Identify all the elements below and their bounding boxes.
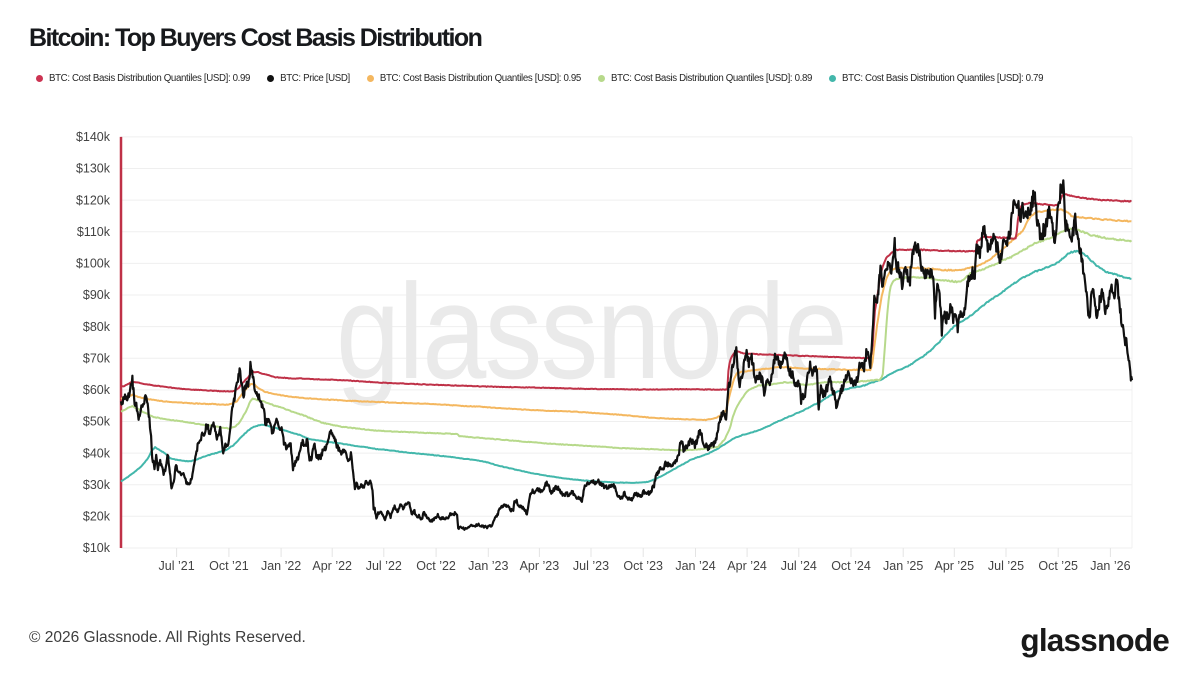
svg-text:Oct ’21: Oct ’21 bbox=[209, 559, 249, 573]
svg-text:$30k: $30k bbox=[83, 478, 111, 492]
svg-text:$60k: $60k bbox=[83, 383, 111, 397]
svg-text:$130k: $130k bbox=[76, 162, 111, 176]
svg-text:Jul ’25: Jul ’25 bbox=[988, 559, 1024, 573]
svg-text:$100k: $100k bbox=[76, 257, 111, 271]
svg-text:$50k: $50k bbox=[83, 415, 111, 429]
svg-text:$90k: $90k bbox=[83, 288, 111, 302]
svg-text:Jan ’24: Jan ’24 bbox=[675, 559, 715, 573]
svg-text:$110k: $110k bbox=[77, 225, 111, 239]
svg-text:$10k: $10k bbox=[83, 541, 111, 555]
svg-text:$120k: $120k bbox=[76, 193, 111, 207]
svg-text:Apr ’25: Apr ’25 bbox=[934, 559, 974, 573]
svg-text:$80k: $80k bbox=[83, 320, 111, 334]
svg-text:Jan ’22: Jan ’22 bbox=[261, 559, 301, 573]
svg-text:$70k: $70k bbox=[83, 351, 111, 365]
svg-text:$20k: $20k bbox=[83, 510, 111, 524]
svg-text:Apr ’24: Apr ’24 bbox=[727, 559, 767, 573]
svg-text:Jul ’23: Jul ’23 bbox=[573, 559, 609, 573]
svg-text:Oct ’22: Oct ’22 bbox=[416, 559, 456, 573]
svg-text:$40k: $40k bbox=[83, 446, 111, 460]
svg-text:Jan ’23: Jan ’23 bbox=[468, 559, 508, 573]
svg-text:Jul ’22: Jul ’22 bbox=[366, 559, 402, 573]
svg-text:Jul ’21: Jul ’21 bbox=[159, 559, 195, 573]
svg-text:Jan ’25: Jan ’25 bbox=[883, 559, 923, 573]
svg-text:Apr ’23: Apr ’23 bbox=[520, 559, 560, 573]
svg-text:Oct ’23: Oct ’23 bbox=[623, 559, 663, 573]
svg-text:Oct ’25: Oct ’25 bbox=[1038, 559, 1078, 573]
svg-text:Oct ’24: Oct ’24 bbox=[831, 559, 871, 573]
svg-text:Apr ’22: Apr ’22 bbox=[312, 559, 352, 573]
svg-text:Jul ’24: Jul ’24 bbox=[781, 559, 817, 573]
svg-text:$140k: $140k bbox=[76, 130, 111, 144]
svg-text:Jan ’26: Jan ’26 bbox=[1090, 559, 1130, 573]
